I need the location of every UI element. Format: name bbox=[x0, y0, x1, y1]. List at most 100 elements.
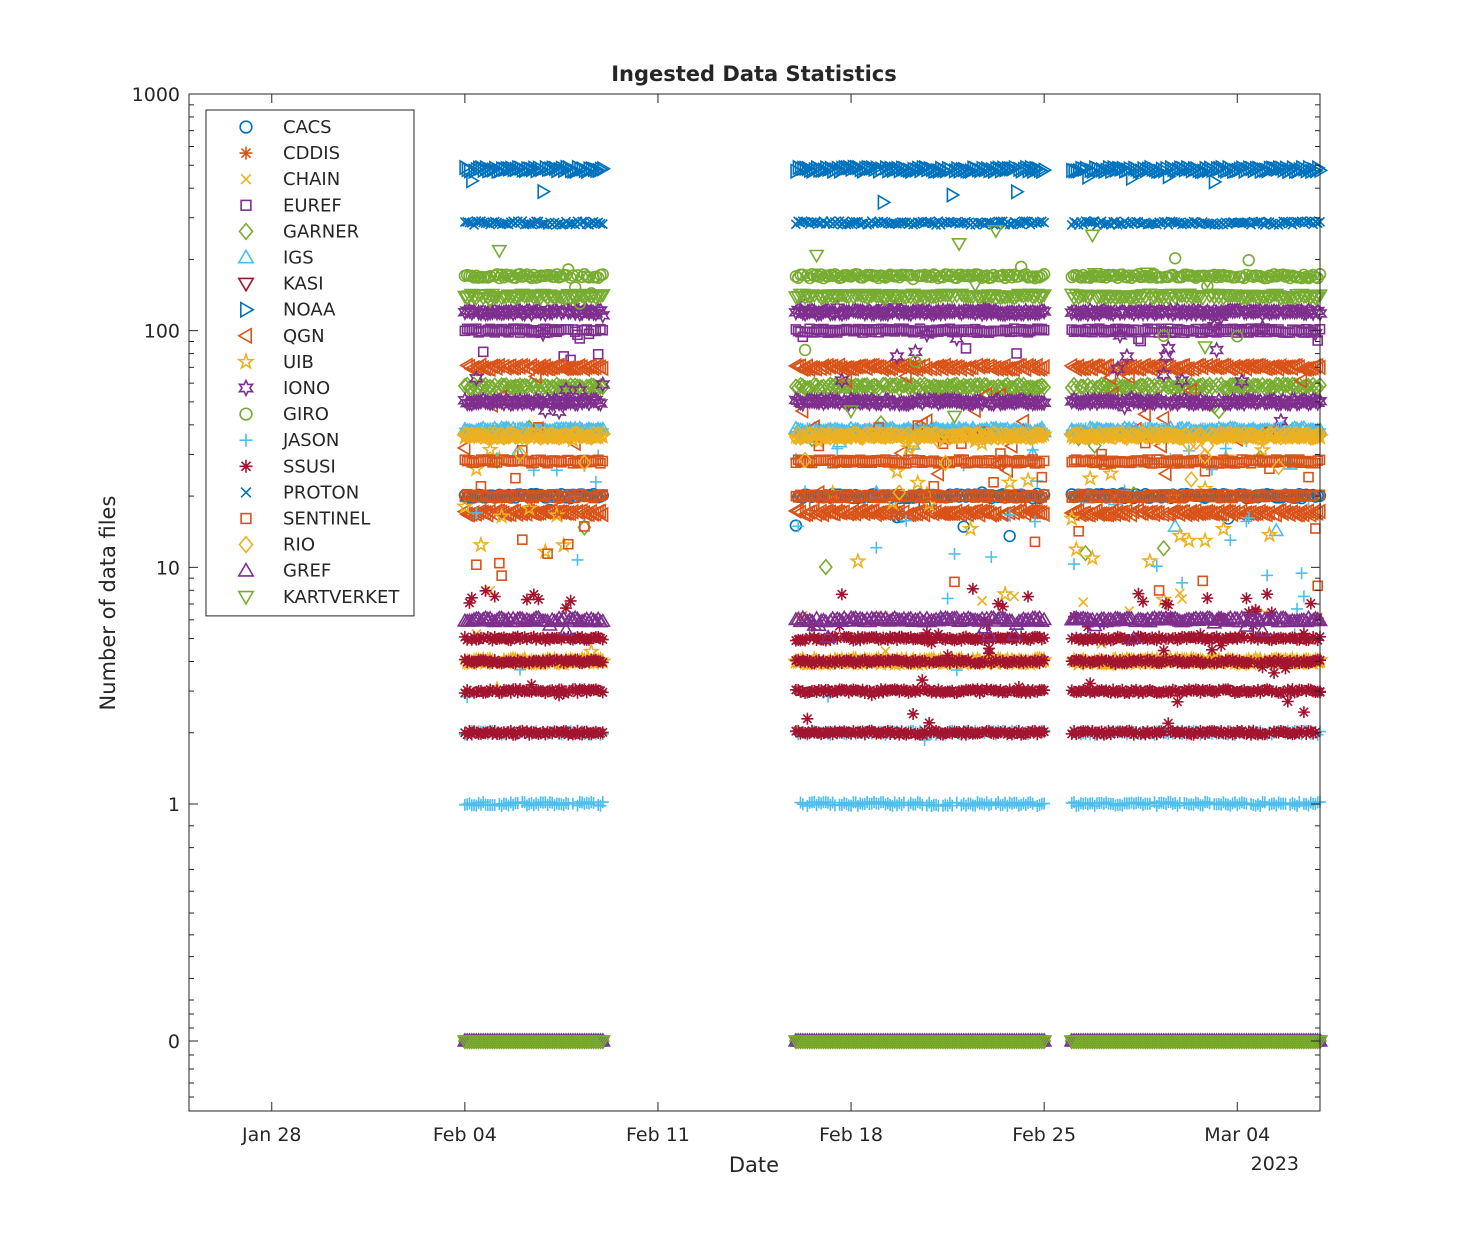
data-point-noaa bbox=[484, 162, 499, 178]
data-point-euref bbox=[1038, 324, 1050, 336]
data-point-garner bbox=[956, 377, 971, 395]
data-point-euref bbox=[960, 343, 972, 354]
data-point-noaa bbox=[870, 160, 885, 177]
data-point-noaa bbox=[1314, 162, 1329, 179]
data-point-qgn bbox=[1026, 503, 1041, 520]
data-point-uib bbox=[1253, 440, 1272, 458]
data-point-qgn bbox=[921, 504, 935, 520]
data-point-noaa bbox=[797, 160, 811, 177]
data-point-qgn bbox=[930, 465, 945, 482]
data-point-noaa bbox=[1102, 159, 1117, 176]
data-point-noaa bbox=[1289, 163, 1303, 180]
data-point-iono bbox=[595, 375, 611, 394]
data-point-uib bbox=[472, 535, 490, 553]
data-point-uib bbox=[1019, 470, 1038, 488]
data-point-noaa bbox=[1123, 160, 1138, 177]
data-point-qgn bbox=[962, 504, 977, 521]
data-point-uib bbox=[1081, 469, 1100, 486]
data-point-noaa bbox=[939, 162, 954, 179]
data-point-noaa bbox=[1211, 160, 1225, 177]
data-point-noaa bbox=[1073, 162, 1087, 179]
data-point-qgn bbox=[1102, 369, 1117, 386]
data-point-uib bbox=[1101, 464, 1120, 482]
data-point-qgn bbox=[1176, 503, 1190, 520]
data-point-noaa bbox=[466, 172, 481, 189]
data-point-cacs bbox=[1003, 529, 1016, 543]
series-qgn bbox=[456, 357, 1326, 523]
data-point-chain bbox=[977, 595, 988, 606]
data-point-uib bbox=[455, 497, 474, 515]
data-point-noaa bbox=[875, 161, 890, 177]
data-point-noaa bbox=[463, 162, 478, 179]
data-point-noaa bbox=[583, 161, 598, 177]
data-point-qgn bbox=[479, 506, 494, 523]
data-point-euref bbox=[477, 346, 489, 358]
data-point-iono bbox=[468, 369, 484, 388]
data-point-iono bbox=[889, 347, 905, 366]
data-point-noaa bbox=[1001, 160, 1016, 177]
data-point-garner bbox=[1156, 539, 1171, 557]
data-point-noaa bbox=[521, 160, 536, 177]
data-point-qgn bbox=[456, 440, 471, 456]
data-point-noaa bbox=[528, 160, 542, 177]
data-point-qgn bbox=[594, 360, 609, 377]
data-point-noaa bbox=[597, 160, 611, 177]
data-point-iono bbox=[595, 306, 611, 325]
data-point-iono bbox=[535, 325, 551, 343]
data-point-qgn bbox=[594, 506, 609, 523]
data-marks bbox=[455, 159, 1329, 1050]
data-point-igs bbox=[1268, 522, 1285, 537]
data-point-noaa bbox=[574, 161, 588, 178]
data-point-igs bbox=[1167, 518, 1184, 533]
data-point-uib bbox=[1000, 473, 1019, 491]
data-point-noaa bbox=[1068, 162, 1083, 179]
data-point-qgn bbox=[1015, 413, 1030, 430]
data-point-garner bbox=[1073, 378, 1088, 396]
data-point-noaa bbox=[838, 159, 853, 176]
data-point-noaa bbox=[1008, 159, 1023, 176]
data-point-uib bbox=[908, 473, 927, 491]
data-point-noaa bbox=[1197, 163, 1211, 180]
data-point-qgn bbox=[1293, 372, 1308, 389]
data-point-noaa bbox=[477, 162, 492, 179]
data-point-euref bbox=[595, 323, 606, 335]
data-point-euref bbox=[1011, 348, 1022, 359]
data-point-uib bbox=[996, 584, 1014, 602]
data-point-noaa bbox=[877, 194, 892, 211]
data-point-noaa bbox=[1038, 162, 1053, 179]
data-point-qgn bbox=[1311, 359, 1326, 376]
data-point-noaa bbox=[1105, 163, 1119, 180]
data-point-euref bbox=[592, 348, 604, 360]
data-point-qgn bbox=[527, 368, 542, 385]
data-point-iono bbox=[788, 391, 804, 409]
data-point-noaa bbox=[1162, 168, 1177, 185]
data-point-qgn bbox=[891, 503, 905, 520]
data-point-qgn bbox=[1093, 505, 1108, 522]
data-point-noaa bbox=[994, 162, 1009, 179]
data-point-qgn bbox=[914, 503, 928, 520]
data-point-garner bbox=[1278, 376, 1293, 394]
data-point-qgn bbox=[999, 361, 1014, 378]
data-point-chain bbox=[1009, 591, 1020, 602]
data-point-garner bbox=[901, 378, 916, 396]
data-point-garner bbox=[1094, 376, 1109, 394]
data-point-uib bbox=[1196, 531, 1214, 549]
data-point-noaa bbox=[1022, 162, 1037, 179]
data-point-iono bbox=[834, 371, 850, 390]
data-point-noaa bbox=[928, 163, 942, 180]
data-point-noaa bbox=[1208, 173, 1223, 190]
data-point-uib bbox=[899, 438, 918, 456]
data-point-garner bbox=[526, 378, 541, 396]
data-point-qgn bbox=[1102, 505, 1117, 522]
data-point-euref bbox=[597, 324, 609, 336]
data-point-euref bbox=[1135, 335, 1146, 347]
data-point-iono bbox=[592, 394, 609, 413]
data-point-noaa bbox=[847, 159, 862, 176]
data-point-iono bbox=[590, 393, 606, 412]
data-point-noaa bbox=[831, 160, 846, 177]
data-point-noaa bbox=[1082, 169, 1096, 186]
data-point-iono bbox=[919, 325, 935, 344]
data-point-qgn bbox=[1311, 503, 1326, 520]
data-point-noaa bbox=[1312, 159, 1326, 176]
data-point-qgn bbox=[999, 462, 1014, 479]
